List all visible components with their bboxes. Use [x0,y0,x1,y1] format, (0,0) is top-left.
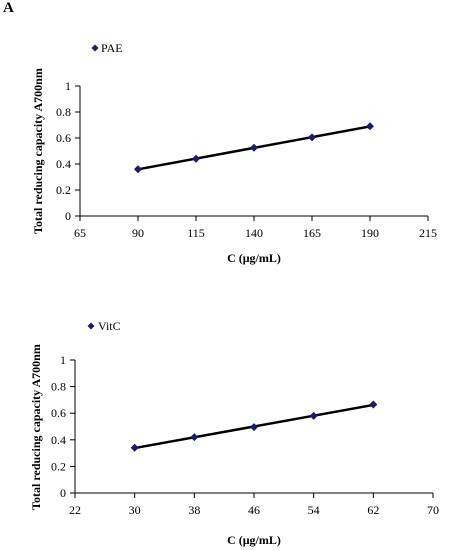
series-layer [130,400,378,452]
y-tick-label: 0 [65,209,71,223]
legend-label: PAE [101,41,123,55]
x-tick-label: 90 [132,226,144,240]
legend-marker [87,322,95,330]
data-point [190,433,199,442]
x-tick-label: 165 [303,226,321,240]
y-tick-label: 1 [60,353,66,367]
y-tick-label: 0.4 [51,433,66,447]
x-tick-label: 62 [367,503,379,517]
data-point [369,400,378,409]
y-axis-title: Total reducing capacity A700nm [29,344,43,510]
legend-label: VitC [98,319,121,333]
y-tick-label: 0.2 [51,459,66,473]
y-tick-label: 0.8 [51,380,66,394]
y-tick-label: 0.8 [56,105,71,119]
data-point [130,443,139,452]
y-axis-title: Total reducing capacity A700nm [31,68,45,234]
y-tick-label: 1 [65,79,71,93]
legend-marker [91,44,99,52]
chart-pae: PAE C (μg/mL) Total reducing capacity A7… [31,41,437,265]
x-tick-label: 22 [69,503,81,517]
data-point [308,133,316,142]
x-tick-label: 140 [245,226,263,240]
chart-vitc: VitC C (μg/mL) Total reducing capacity A… [29,319,439,547]
y-tick-label: 0.6 [51,406,66,420]
x-axis-title: C (μg/mL) [227,533,281,547]
y-tick-label: 0 [60,486,66,500]
series-layer [134,122,374,174]
x-tick-label: 38 [188,503,200,517]
data-point [192,154,200,163]
x-tick-label: 115 [187,226,205,240]
x-axis-title: C (μg/mL) [227,251,281,265]
data-point [134,165,142,174]
y-tick-label: 0.2 [56,183,71,197]
data-point [366,122,374,131]
panel-label: A [3,0,14,16]
y-tick-label: 0.4 [56,157,71,171]
data-point [309,411,318,420]
data-point [250,423,258,432]
data-point [250,143,258,152]
x-tick-label: 70 [427,503,439,517]
x-tick-label: 54 [308,503,320,517]
y-tick-label: 0.6 [56,131,71,145]
x-tick-label: 30 [129,503,141,517]
x-tick-label: 190 [361,226,379,240]
x-tick-label: 46 [248,503,260,517]
x-tick-label: 65 [74,226,86,240]
x-tick-label: 215 [419,226,437,240]
